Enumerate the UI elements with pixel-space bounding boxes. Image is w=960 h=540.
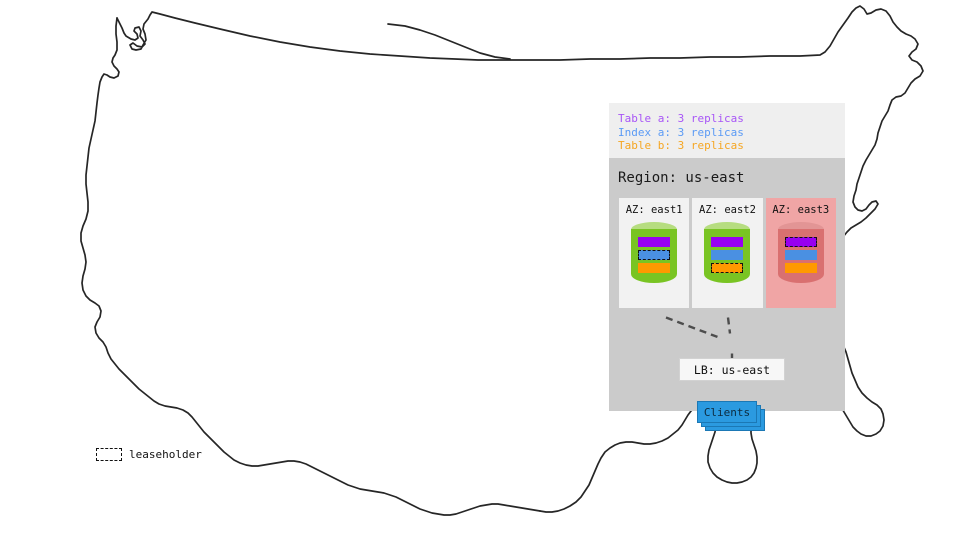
leaseholder-swatch-icon: [96, 448, 122, 461]
db-node-east2: [704, 222, 751, 290]
replica-legend: Table a: 3 replicas Index a: 3 replicas …: [609, 103, 845, 158]
replica-legend-line-table-a: Table a: 3 replicas: [618, 112, 744, 125]
leaseholder-legend: leaseholder: [96, 448, 202, 461]
region-body: Region: us-east AZ: east1 AZ: east2: [609, 158, 845, 431]
range-table-b-east2: [711, 263, 744, 273]
region-title: Region: us-east: [618, 170, 745, 186]
clients-label: Clients: [703, 405, 751, 419]
connector-east1-to-lb: [665, 316, 720, 339]
load-balancer-box[interactable]: LB: us-east: [679, 358, 785, 381]
range-table-a-east1: [638, 237, 671, 247]
range-table-b-east3: [784, 263, 817, 273]
leaseholder-legend-label: leaseholder: [129, 448, 202, 461]
az-label-east3: AZ: east3: [772, 204, 830, 216]
replica-legend-line-table-b: Table b: 3 replicas: [618, 139, 744, 152]
range-stack-east1: [638, 237, 671, 273]
us-east-coast: [116, 5, 924, 437]
range-table-b-east1: [638, 263, 671, 273]
db-node-east3: [777, 222, 824, 290]
range-index-a-east1: [638, 250, 671, 260]
us-outline-path: [80, 5, 924, 516]
connector-east2-to-lb: [726, 317, 732, 334]
az-box-east2[interactable]: AZ: east2: [692, 198, 763, 308]
az-row: AZ: east1 AZ: east2: [619, 198, 836, 308]
range-index-a-east3: [784, 250, 817, 260]
range-stack-east3: [784, 237, 817, 273]
clients-stack[interactable]: Clients: [697, 401, 769, 431]
az-box-east3[interactable]: AZ: east3: [765, 198, 836, 308]
replica-legend-line-index-a: Index a: 3 replicas: [618, 125, 744, 139]
range-index-a-east2: [711, 250, 744, 260]
great-lakes-border: [387, 23, 511, 60]
load-balancer-label: LB: us-east: [693, 362, 771, 377]
range-table-a-east3: [784, 237, 817, 247]
az-label-east1: AZ: east1: [625, 204, 683, 216]
range-table-a-east2: [711, 237, 744, 247]
clients-card-front[interactable]: Clients: [697, 401, 757, 423]
range-stack-east2: [711, 237, 744, 273]
us-west-and-south-coast: [80, 17, 541, 516]
az-label-east2: AZ: east2: [699, 204, 756, 216]
db-node-east1: [631, 222, 678, 290]
az-box-east1[interactable]: AZ: east1: [619, 198, 690, 308]
region-overlay-panel: Table a: 3 replicas Index a: 3 replicas …: [609, 103, 845, 431]
